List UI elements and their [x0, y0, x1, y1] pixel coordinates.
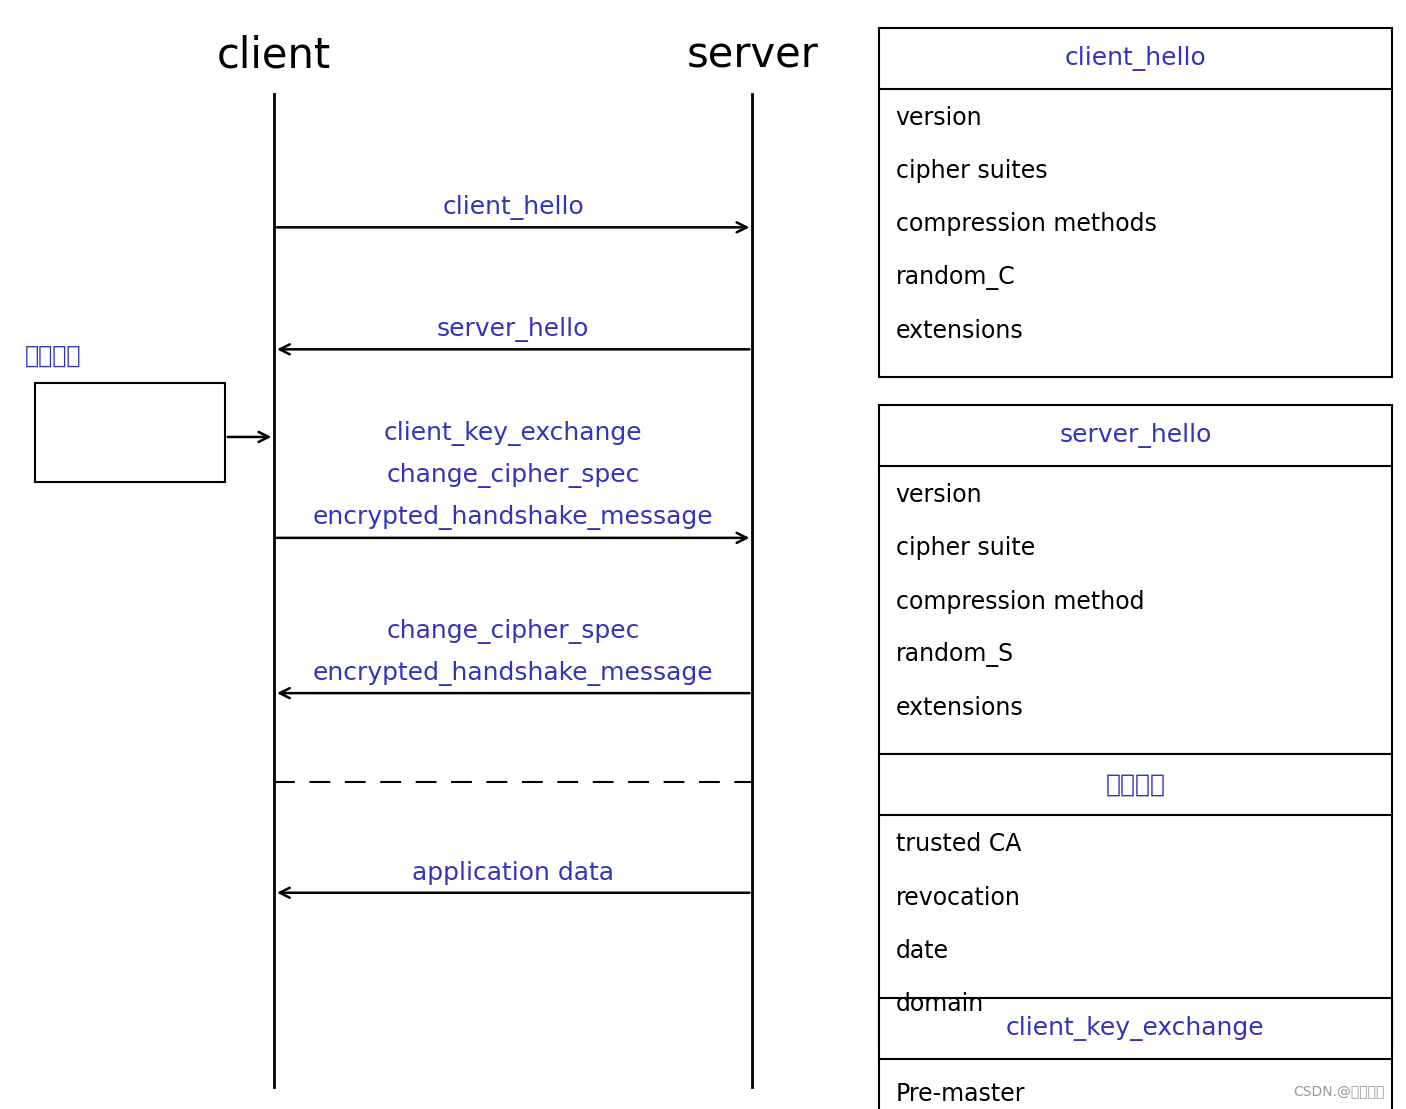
Text: version: version — [896, 484, 983, 507]
Text: change_cipher_spec: change_cipher_spec — [387, 464, 640, 488]
Text: application data: application data — [412, 861, 614, 885]
Text: domain: domain — [896, 993, 984, 1016]
Text: change_cipher_spec: change_cipher_spec — [387, 619, 640, 643]
Text: extensions: extensions — [896, 319, 1024, 343]
Text: server: server — [686, 34, 818, 77]
Text: random_S: random_S — [896, 642, 1014, 668]
Text: client_hello: client_hello — [1064, 45, 1206, 71]
Text: client_hello: client_hello — [443, 195, 583, 220]
Bar — [35, 383, 225, 482]
Text: cipher suite: cipher suite — [896, 537, 1035, 560]
Text: compression method: compression method — [896, 590, 1144, 613]
Bar — [879, 998, 1392, 1109]
Text: client: client — [217, 34, 332, 77]
Bar — [879, 405, 1392, 754]
Text: client_key_exchange: client_key_exchange — [1007, 1016, 1264, 1041]
Text: client_key_exchange: client_key_exchange — [384, 421, 643, 446]
Text: version: version — [896, 106, 983, 130]
Text: date: date — [896, 939, 949, 963]
Text: 证书校验: 证书校验 — [25, 344, 82, 368]
Text: server_hello: server_hello — [1059, 423, 1212, 448]
Text: encrypted_handshake_message: encrypted_handshake_message — [314, 506, 713, 530]
Text: encrypted_handshake_message: encrypted_handshake_message — [314, 661, 713, 685]
Bar — [879, 754, 1392, 1050]
Text: extensions: extensions — [896, 696, 1024, 720]
Text: server_hello: server_hello — [437, 317, 589, 342]
Text: revocation: revocation — [896, 886, 1021, 909]
Text: trusted CA: trusted CA — [896, 833, 1021, 856]
Text: Pre-master: Pre-master — [896, 1082, 1025, 1107]
Text: random_C: random_C — [896, 265, 1015, 291]
Text: 证书校验: 证书校验 — [1105, 773, 1166, 796]
Text: cipher suites: cipher suites — [896, 160, 1047, 183]
Text: compression methods: compression methods — [896, 213, 1157, 236]
Text: CSDN.@天助强者: CSDN.@天助强者 — [1294, 1083, 1385, 1098]
Bar — [879, 28, 1392, 377]
